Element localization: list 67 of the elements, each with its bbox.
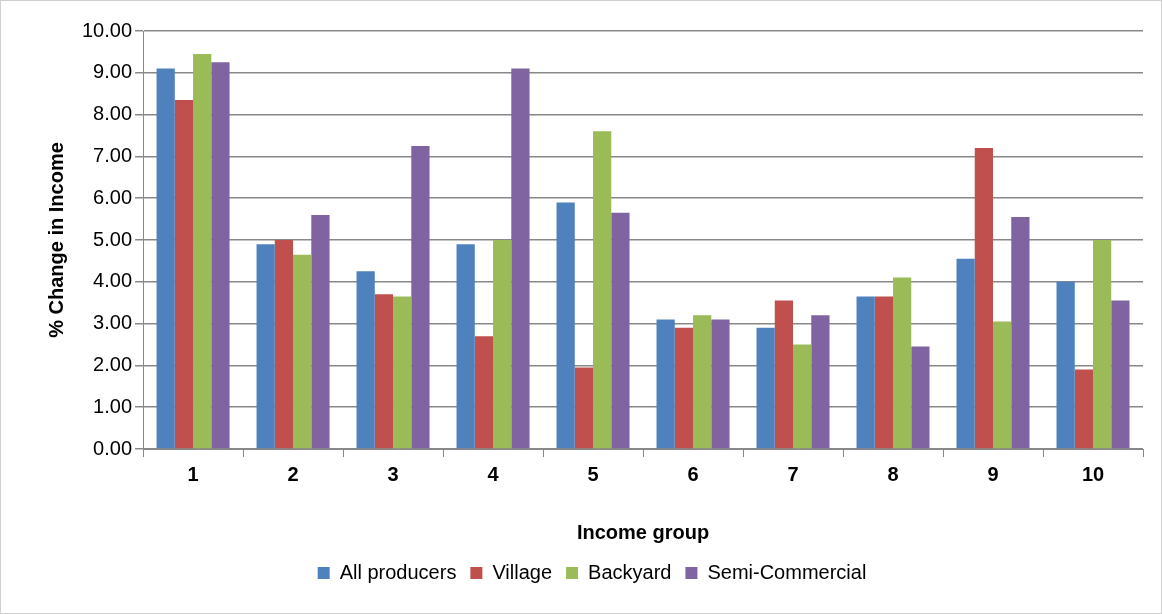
bar: [1011, 217, 1030, 449]
y-tick-label: 9.00: [93, 60, 133, 83]
bar: [611, 212, 630, 449]
legend-label: Semi-Commercial: [707, 560, 867, 583]
bar: [256, 244, 275, 449]
x-tick-label: 1: [187, 462, 199, 485]
bar: [974, 148, 994, 449]
bar: [811, 315, 830, 449]
bar: [493, 240, 512, 449]
bar: [156, 68, 175, 449]
bar: [356, 271, 375, 449]
legend-label: Village: [492, 560, 553, 583]
bar: [311, 214, 330, 449]
x-tick-label: 10: [1081, 462, 1105, 485]
y-tick-label: 2.00: [93, 352, 133, 375]
bar: [374, 294, 394, 449]
bar: [911, 346, 930, 449]
bar: [456, 244, 475, 449]
y-tick-label: 4.00: [93, 269, 133, 292]
bar: [774, 300, 794, 449]
bar: [874, 296, 894, 449]
bar: [474, 336, 494, 449]
x-tick-label: 8: [887, 462, 899, 485]
bar: [793, 344, 812, 449]
bar: [656, 319, 675, 449]
bar: [993, 321, 1012, 449]
x-tick-label: 7: [787, 462, 799, 485]
x-tick-label: 6: [687, 462, 699, 485]
bar: [674, 327, 694, 449]
y-tick-label: 8.00: [93, 102, 133, 125]
x-axis-title: Income group: [576, 520, 710, 543]
bar: [574, 367, 594, 449]
bar: [1056, 281, 1075, 449]
bar: [293, 254, 312, 449]
bar: [274, 240, 294, 449]
y-tick-label: 5.00: [93, 227, 133, 250]
bar: [756, 327, 775, 449]
x-tick-label: 9: [987, 462, 999, 485]
legend-label: All producers: [339, 560, 457, 583]
bar: [856, 296, 875, 449]
y-tick-label: 10.00: [81, 18, 133, 41]
x-tick-label: 2: [287, 462, 299, 485]
bar: [411, 145, 430, 449]
bar: [893, 277, 912, 449]
x-tick-label: 3: [387, 462, 399, 485]
bar: [693, 315, 712, 449]
y-tick-label: 0.00: [93, 436, 133, 459]
y-tick-label: 7.00: [93, 143, 133, 166]
bar: [211, 62, 230, 449]
bar: [593, 131, 612, 449]
bar: [711, 319, 730, 449]
y-tick-label: 6.00: [93, 185, 133, 208]
y-tick-label: 1.00: [93, 394, 133, 417]
bar: [193, 53, 212, 449]
bar: [393, 296, 412, 449]
legend-label: Backyard: [588, 560, 672, 583]
y-tick-label: 3.00: [93, 311, 133, 334]
bar: [1074, 369, 1093, 449]
bar: [1111, 300, 1130, 449]
bar: [1093, 240, 1112, 449]
bar: [511, 68, 530, 449]
bar: [174, 99, 194, 449]
bar: [956, 258, 975, 449]
y-axis-title: % Change in Income: [44, 142, 67, 338]
bar: [556, 202, 575, 449]
x-tick-label: 4: [487, 462, 500, 485]
x-tick-label: 5: [587, 462, 599, 485]
